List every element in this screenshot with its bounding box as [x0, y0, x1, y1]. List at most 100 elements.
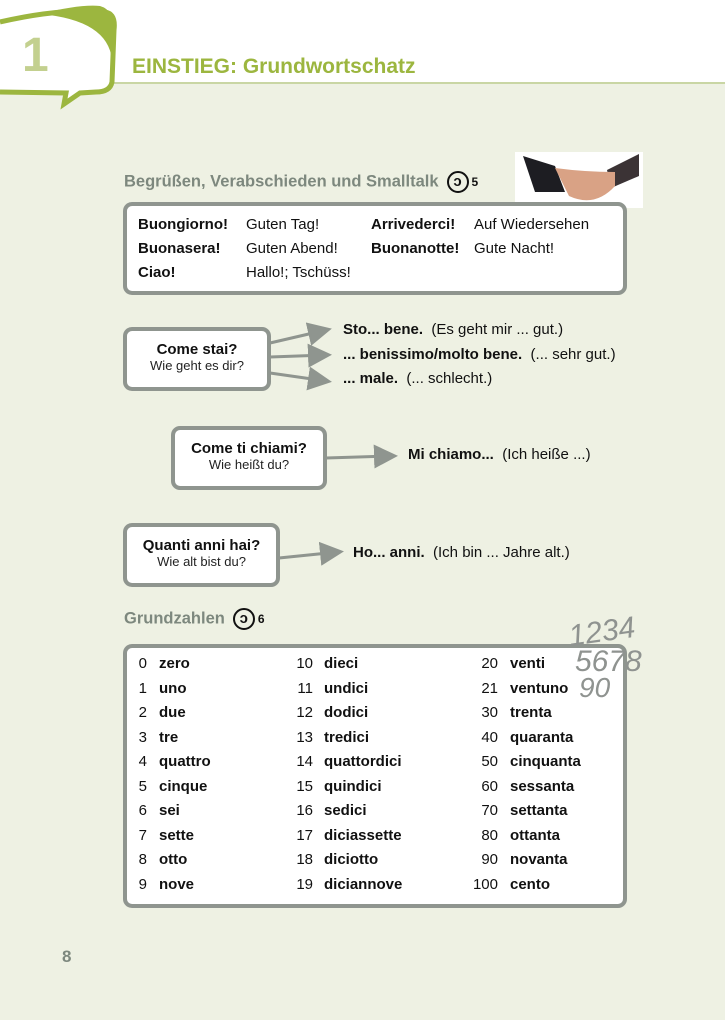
number-digit: 6 [138, 802, 147, 819]
audio-track: 5 [471, 175, 479, 189]
number-digit: 80 [481, 826, 498, 844]
number-digit: 50 [481, 753, 498, 770]
number-word: undici [324, 679, 369, 697]
chapter-bubble-icon [0, 5, 117, 110]
italian-phrase: Buongiorno! [138, 216, 228, 233]
answer: ... benissimo/molto bene. (... sehr gut.… [343, 346, 616, 363]
number-word: sei [159, 802, 180, 819]
question-translation: Wie alt bist du? [157, 554, 246, 569]
numbers-box [123, 644, 627, 908]
question-box: Come ti chiami? Wie heißt du? [171, 426, 327, 490]
number-word: venti [510, 655, 546, 672]
number-word: quattro [159, 753, 211, 770]
number-word: sedici [324, 802, 367, 819]
number-word: diciannove [324, 875, 403, 893]
number-digit: 4 [138, 753, 147, 770]
number-digit: 9 [138, 875, 147, 893]
number-word: uno [159, 679, 187, 697]
german-phrase: Hallo!; Tschüss! [246, 264, 351, 281]
number-digit: 14 [296, 753, 313, 770]
number-digit: 3 [138, 728, 147, 746]
number-word: sette [159, 826, 195, 844]
number-word: quaranta [510, 728, 574, 746]
numbers-decoration-image: 1234 5678 90 [567, 611, 642, 700]
answer: ... male. (... schlecht.) [343, 370, 492, 387]
number-digit: 70 [481, 802, 498, 819]
question: Come stai? [156, 341, 238, 358]
heading-text: Grundzahlen [124, 609, 225, 628]
answer-german: (... schlecht.) [406, 370, 493, 387]
italian-phrase: Buonasera! [138, 240, 221, 257]
svg-text:5678: 5678 [575, 645, 642, 678]
ear-audio-icon: ↄ [446, 171, 469, 193]
number-digit: 60 [481, 777, 498, 795]
number-word: due [159, 704, 186, 721]
number-word: ventuno [510, 679, 569, 697]
section-heading-greetings: Begrüßen, Verabschieden und Smalltalk ↄ 5 [124, 171, 478, 193]
answer-german: (Ich heiße ...) [502, 446, 591, 463]
number-digit: 5 [138, 777, 147, 795]
number-digit: 40 [481, 728, 498, 746]
number-word: zero [159, 655, 190, 672]
number-word: quattordici [324, 753, 402, 770]
german-phrase: Gute Nacht! [474, 240, 555, 257]
page-title: EINSTIEG: Grundwortschatz [132, 55, 416, 78]
number-word: cento [510, 875, 551, 893]
question-translation: Wie geht es dir? [150, 358, 244, 373]
chapter-number: 1 [22, 29, 49, 82]
number-digit: 16 [296, 802, 313, 819]
number-word: sessanta [510, 777, 575, 795]
number-word: trenta [510, 704, 552, 721]
italian-phrase: Ciao! [138, 264, 176, 281]
number-digit: 0 [138, 655, 147, 672]
number-word: cinquanta [510, 753, 581, 770]
number-word: ottanta [510, 826, 560, 844]
answer-italian: Sto... bene. [343, 321, 424, 338]
arrow [325, 444, 398, 469]
answer-italian: Mi chiamo... [408, 446, 494, 463]
number-word: novanta [510, 851, 568, 868]
question: Quanti anni hai? [142, 537, 261, 554]
number-word: quindici [324, 777, 382, 795]
answer: Sto... bene. (Es geht mir ... gut.) [343, 321, 563, 338]
svg-text:90: 90 [579, 672, 611, 700]
answer-italian: ... male. [343, 370, 399, 387]
arrow [269, 322, 332, 346]
answer-german: (Ich bin ... Jahre alt.) [433, 544, 570, 561]
number-digit: 30 [481, 704, 498, 721]
section-heading-numbers: Grundzahlen ↄ 6 [124, 608, 265, 630]
number-digit: 100 [472, 875, 498, 893]
audio-track: 6 [257, 612, 265, 626]
german-phrase: Guten Tag! [246, 216, 320, 233]
greetings-box [123, 202, 627, 295]
number-digit: 19 [296, 875, 313, 893]
number-word: settanta [510, 802, 568, 819]
answer: Mi chiamo... (Ich heiße ...) [408, 446, 591, 463]
number-digit: 90 [481, 851, 498, 868]
question-translation: Wie heißt du? [208, 457, 290, 472]
answer-italian: ... benissimo/molto bene. [343, 346, 523, 363]
number-digit: 10 [296, 655, 313, 672]
number-word: cinque [159, 777, 208, 795]
number-word: dodici [324, 704, 369, 721]
number-digit: 18 [296, 851, 313, 868]
question: Come ti chiami? [191, 440, 307, 457]
italian-phrase: Buonanotte! [371, 240, 460, 257]
number-digit: 13 [296, 728, 313, 746]
german-phrase: Auf Wiedersehen [474, 216, 590, 233]
page-number: 8 [62, 947, 72, 966]
arrow [269, 343, 332, 368]
number-digit: 21 [481, 679, 498, 697]
number-digit: 15 [296, 777, 313, 795]
answer-german: (Es geht mir ... gut.) [431, 321, 564, 338]
number-word: dieci [324, 655, 359, 672]
arrow [278, 541, 344, 566]
german-phrase: Guten Abend! [246, 240, 338, 257]
number-digit: 8 [138, 851, 147, 868]
number-word: diciotto [324, 851, 379, 868]
question-box: Quanti anni hai? Wie alt bist du? [123, 523, 280, 587]
number-digit: 2 [138, 704, 147, 721]
question-box: Come stai? Wie geht es dir? [123, 327, 271, 391]
number-word: diciassette [324, 826, 402, 844]
